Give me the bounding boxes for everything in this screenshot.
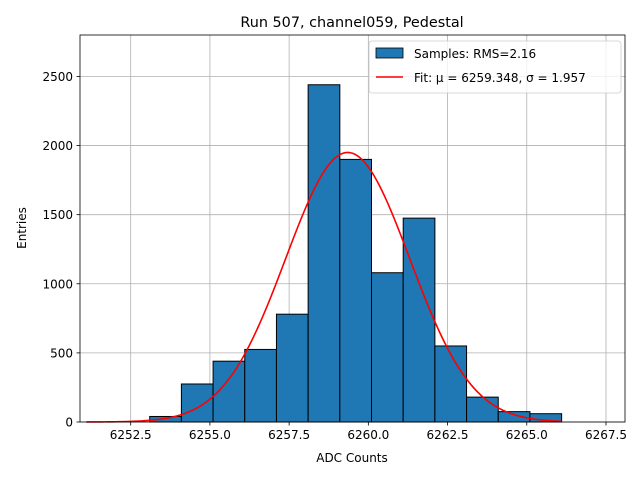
legend: Samples: RMS=2.16 Fit: μ = 6259.348, σ =… bbox=[368, 40, 622, 94]
x-tick-label-2: 6257.5 bbox=[268, 428, 310, 442]
fit-curve bbox=[86, 151, 562, 423]
x-tick-label-5: 6265.0 bbox=[506, 428, 548, 442]
y-tick-label-5: 2500 bbox=[42, 70, 73, 84]
histogram-bar-4 bbox=[275, 313, 309, 423]
y-axis-ticks: 0 500 1000 1500 2000 2500 bbox=[42, 70, 80, 430]
chart-title: Run 507, channel059, Pedestal bbox=[240, 15, 463, 31]
y-tick-label-3: 1500 bbox=[42, 208, 73, 222]
legend-box bbox=[368, 40, 622, 94]
histogram-bar-7 bbox=[371, 272, 404, 423]
histogram-bar-3 bbox=[244, 348, 277, 423]
histogram-bar-1 bbox=[180, 383, 214, 423]
x-axis-label: ADC Counts bbox=[316, 451, 388, 465]
plot-frame bbox=[79, 34, 626, 423]
y-tick-label-0: 0 bbox=[65, 416, 73, 430]
y-tick-label-2: 1000 bbox=[42, 277, 73, 291]
x-tick-label-0: 6252.5 bbox=[110, 428, 152, 442]
histogram-bar-5 bbox=[307, 84, 341, 423]
x-tick-label-4: 6262.5 bbox=[427, 428, 469, 442]
legend-label-fit: Fit: μ = 6259.348, σ = 1.957 bbox=[414, 71, 586, 85]
x-tick-label-1: 6255.0 bbox=[189, 428, 231, 442]
histogram-bar-9 bbox=[434, 345, 468, 423]
histogram-bar-6 bbox=[339, 158, 373, 423]
legend-swatch-samples bbox=[375, 47, 404, 59]
x-tick-label-3: 6260.0 bbox=[347, 428, 389, 442]
y-tick-label-4: 2000 bbox=[42, 139, 73, 153]
histogram-bar-8 bbox=[402, 217, 436, 423]
histogram-bar-10 bbox=[466, 396, 499, 423]
y-axis-label: Entries bbox=[15, 207, 29, 249]
x-tick-label-6: 6267.5 bbox=[585, 428, 627, 442]
legend-label-samples: Samples: RMS=2.16 bbox=[414, 47, 536, 61]
histogram-bars bbox=[149, 84, 563, 423]
y-tick-label-1: 500 bbox=[50, 346, 73, 360]
x-axis-ticks: 6252.5 6255.0 6257.5 6260.0 6262.5 6265.0 6267… bbox=[110, 422, 627, 442]
